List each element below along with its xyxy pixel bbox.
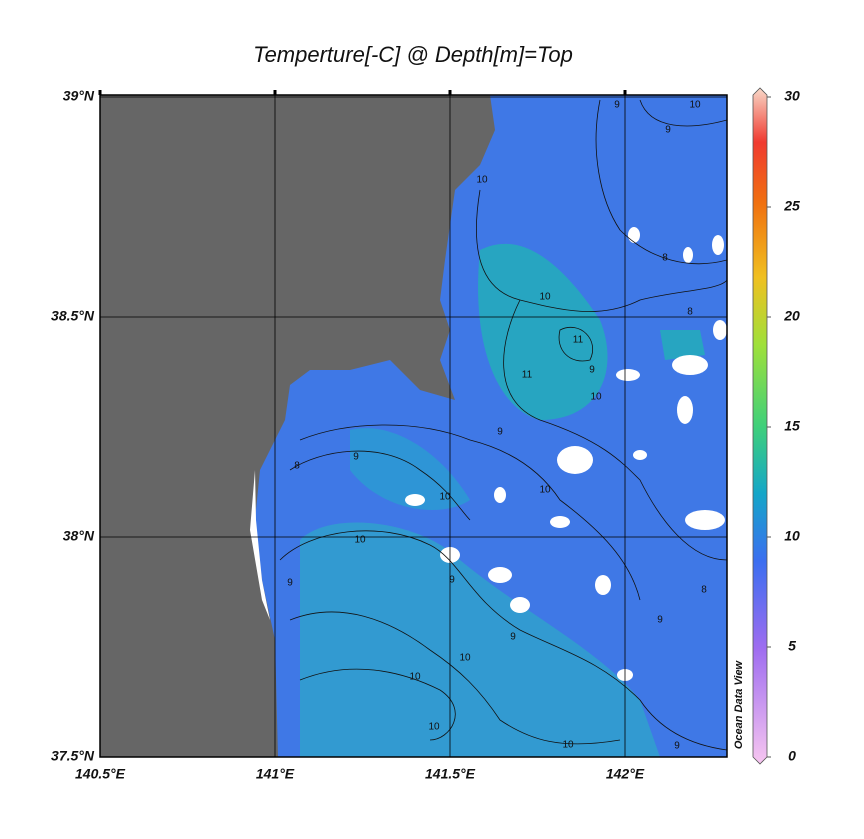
lon-tick-label: 142°E [606, 766, 645, 782]
warm-water [478, 243, 608, 420]
contour-label: 9 [674, 741, 680, 752]
contour-label: 8 [701, 585, 707, 596]
title: Temperture[-C] @ Depth[m]=Top [253, 42, 573, 67]
map-area: 10 11 11 9 8 9 10 10 9 9 9 10 10 10 10 10 10 9 9 8 10 9 8 8 9 9 10 [100, 95, 727, 757]
contour-label: 10 [409, 672, 421, 683]
lon-tick-label: 141°E [256, 766, 295, 782]
colorbar-tick-label: 30 [784, 88, 800, 104]
contour-label: 8 [687, 307, 693, 318]
contour-label: 8 [662, 253, 668, 264]
colorbar [752, 87, 768, 765]
colorbar-tick-label: 15 [784, 418, 800, 434]
lon-tick-label: 140.5°E [75, 766, 126, 782]
contour-label: 10 [539, 485, 551, 496]
credit: Ocean Data View [733, 659, 745, 749]
contour-label: 9 [510, 632, 516, 643]
lon-tick-label: 141.5°E [425, 766, 476, 782]
contour-label: 9 [353, 452, 359, 463]
land [100, 95, 495, 757]
contours [279, 99, 727, 751]
contour-label: 9 [657, 615, 663, 626]
contour-label: 9 [665, 125, 671, 136]
warm-water [300, 522, 660, 757]
contour-label: 9 [589, 365, 595, 376]
contour-label: 10 [539, 292, 551, 303]
contour-label: 10 [439, 492, 451, 503]
contour-label: 9 [449, 575, 455, 586]
contour-label: 10 [476, 175, 488, 186]
no-data-patches [405, 227, 727, 681]
colorbar-tick-label: 0 [788, 748, 796, 764]
contour-label: 9 [497, 427, 503, 438]
contour-label: 9 [614, 100, 620, 111]
contour-label: 8 [294, 461, 300, 472]
contour-label: 9 [287, 578, 293, 589]
colorbar-tick-label: 5 [788, 638, 796, 654]
lat-tick-label: 39°N [63, 88, 95, 104]
no-data [250, 470, 270, 620]
contour-label: 10 [459, 653, 471, 664]
lat-tick-label: 37.5°N [51, 748, 95, 764]
colorbar-tick-label: 10 [784, 528, 800, 544]
contour-label: 10 [354, 535, 366, 546]
contour-label: 10 [428, 722, 440, 733]
contour-label: 10 [562, 740, 574, 751]
warm-water [660, 330, 705, 360]
lat-tick-label: 38.5°N [51, 308, 95, 324]
lat-tick-label: 38°N [63, 528, 95, 544]
contour-label: 11 [522, 370, 533, 381]
warm-water [350, 428, 470, 510]
contour-label: 10 [590, 392, 602, 403]
contour-label: 10 [689, 100, 701, 111]
contour-label: 11 [573, 335, 584, 346]
colorbar-tick-label: 20 [783, 308, 800, 324]
colorbar-tick-label: 25 [783, 198, 800, 214]
